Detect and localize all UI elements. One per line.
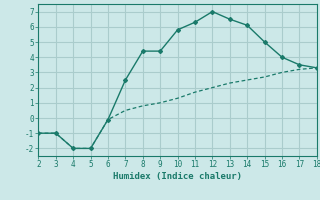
X-axis label: Humidex (Indice chaleur): Humidex (Indice chaleur) bbox=[113, 172, 242, 181]
